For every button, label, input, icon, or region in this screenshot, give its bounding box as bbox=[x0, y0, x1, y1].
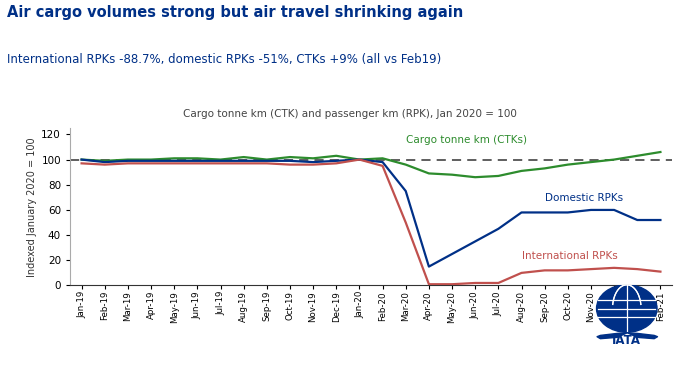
Text: Domestic RPKs: Domestic RPKs bbox=[545, 193, 623, 203]
Y-axis label: Indexed January 2020 = 100: Indexed January 2020 = 100 bbox=[27, 137, 37, 277]
Text: Cargo tonne km (CTK) and passenger km (RPK), Jan 2020 = 100: Cargo tonne km (CTK) and passenger km (R… bbox=[183, 109, 517, 119]
Text: Cargo tonne km (CTKs): Cargo tonne km (CTKs) bbox=[406, 135, 526, 145]
Text: International RPKs -88.7%, domestic RPKs -51%, CTKs +9% (all vs Feb19): International RPKs -88.7%, domestic RPKs… bbox=[7, 53, 441, 66]
Text: International RPKs: International RPKs bbox=[522, 251, 617, 261]
Text: Air cargo volumes strong but air travel shrinking again: Air cargo volumes strong but air travel … bbox=[7, 5, 463, 20]
Text: IATA: IATA bbox=[612, 335, 641, 347]
Circle shape bbox=[596, 285, 657, 332]
